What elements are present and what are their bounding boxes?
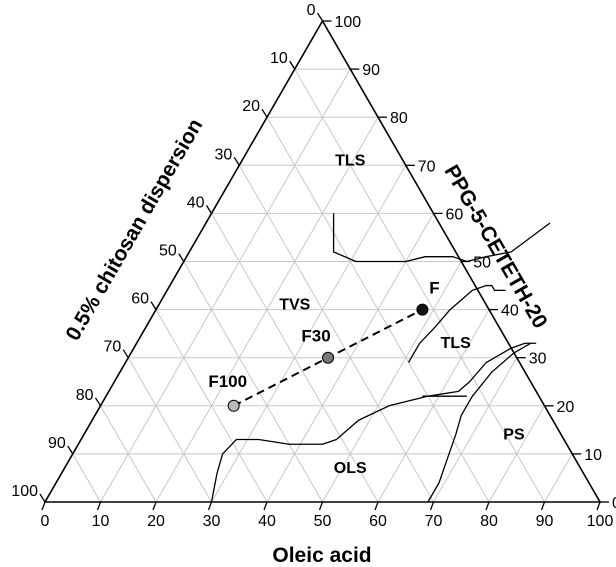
grid-line-c xyxy=(100,405,157,503)
left-tick-mark xyxy=(67,445,74,455)
region-label: PS xyxy=(503,426,525,443)
bottom-tick-mark xyxy=(96,501,102,511)
left-tick-mark xyxy=(122,349,129,359)
grid-line-a xyxy=(488,405,545,503)
grid-line-a xyxy=(433,357,518,503)
formulation-point xyxy=(416,303,429,316)
left-tick-mark xyxy=(205,205,213,214)
left-tick-label: 100 xyxy=(11,483,38,500)
point-label: F xyxy=(429,279,439,298)
left-tick-mark xyxy=(289,60,296,70)
grid-line-c xyxy=(155,309,268,503)
bottom-tick-mark xyxy=(540,501,546,511)
bottom-tick-label: 80 xyxy=(480,513,498,530)
bottom-tick-label: 40 xyxy=(258,513,276,530)
bottom-tick-label: 20 xyxy=(147,513,165,530)
grid-line-c xyxy=(127,357,212,503)
grid-line-c xyxy=(294,68,545,503)
point-label: F30 xyxy=(301,327,330,346)
left-tick-mark xyxy=(39,493,46,503)
left-tick-mark xyxy=(233,156,240,166)
right-tick-label: 80 xyxy=(390,110,408,127)
bottom-tick-label: 100 xyxy=(587,513,614,530)
right-tick-label: 0 xyxy=(612,495,616,512)
left-tick-label: 90 xyxy=(48,435,66,452)
region-label: OLS xyxy=(334,460,367,477)
bottom-tick-mark xyxy=(318,501,324,511)
right-tick-label: 20 xyxy=(557,399,575,416)
region-label: TVS xyxy=(279,297,310,314)
grid-line-a xyxy=(100,68,351,503)
bottom-tick-mark xyxy=(152,501,157,511)
phase-boundaries xyxy=(210,213,551,503)
left-tick-label: 0 xyxy=(307,2,316,19)
point-label: F100 xyxy=(208,372,247,391)
right-tick-label: 70 xyxy=(418,158,436,175)
phase-boundary-curve xyxy=(210,342,537,503)
phase-boundary-curve xyxy=(407,284,506,363)
grid-line-a xyxy=(544,453,573,503)
left-tick-label: 60 xyxy=(131,291,149,308)
bottom-tick-label: 70 xyxy=(425,513,443,530)
right-tick-label: 40 xyxy=(501,303,519,320)
right-tick-label: 10 xyxy=(584,447,602,464)
bottom-tick-label: 50 xyxy=(314,513,332,530)
left-axis-title: 0.5% chitosan dispersion xyxy=(61,115,207,345)
region-label: TLS xyxy=(441,335,472,352)
right-tick-label: 100 xyxy=(335,14,362,31)
phase-boundary-curve xyxy=(427,342,531,503)
formulation-point xyxy=(227,399,240,412)
left-tick-mark xyxy=(94,397,102,407)
left-tick-label: 20 xyxy=(242,98,260,115)
left-ticks: 0 10 20 30 40 50 60 70 80 90 100 xyxy=(11,2,324,503)
left-tick-mark xyxy=(150,301,157,310)
formulation-points: F F30 F100 xyxy=(208,279,440,412)
bottom-axis-title: Oleic acid xyxy=(272,544,371,567)
bottom-ticks: 0 10 20 30 40 50 60 70 80 90 100 xyxy=(41,501,614,530)
left-tick-label: 70 xyxy=(103,339,121,356)
grid-line-c xyxy=(183,261,323,503)
right-tick-label: 90 xyxy=(362,62,380,79)
grid-line-a xyxy=(322,261,462,503)
right-tick-label: 60 xyxy=(446,206,464,223)
bottom-tick-mark xyxy=(263,501,268,511)
bottom-tick-mark xyxy=(207,501,213,511)
left-tick-label: 50 xyxy=(159,243,177,260)
left-tick-label: 40 xyxy=(187,194,205,211)
bottom-tick-mark xyxy=(429,501,435,511)
left-tick-label: 10 xyxy=(270,50,288,67)
bottom-tick-label: 60 xyxy=(369,513,387,530)
bottom-tick-mark xyxy=(374,501,379,511)
left-tick-mark xyxy=(316,12,324,22)
bottom-tick-label: 0 xyxy=(41,513,50,530)
right-tick-label: 30 xyxy=(529,351,547,368)
left-tick-mark xyxy=(261,108,268,118)
grid-line-c xyxy=(238,165,434,503)
region-label: TLS xyxy=(335,152,366,169)
bottom-tick-label: 30 xyxy=(203,513,221,530)
bottom-tick-mark xyxy=(485,501,490,511)
grid-line-c xyxy=(72,453,101,503)
right-axis-title: PPG-5-CETETH-20 xyxy=(440,161,552,332)
grid-line-a xyxy=(211,165,407,503)
left-tick-label: 30 xyxy=(214,146,232,163)
bottom-tick-label: 10 xyxy=(92,513,110,530)
bottom-tick-mark xyxy=(596,501,601,511)
formulation-point xyxy=(322,351,335,364)
left-tick-label: 80 xyxy=(76,387,94,404)
grid-lines xyxy=(72,68,573,503)
grid-line-a xyxy=(377,309,490,503)
bottom-tick-label: 90 xyxy=(536,513,554,530)
bottom-tick-mark xyxy=(41,501,46,511)
phase-boundary-curve xyxy=(332,213,551,263)
left-tick-mark xyxy=(178,253,185,262)
region-labels: TLS TVS TLS PS OLS xyxy=(279,152,525,477)
